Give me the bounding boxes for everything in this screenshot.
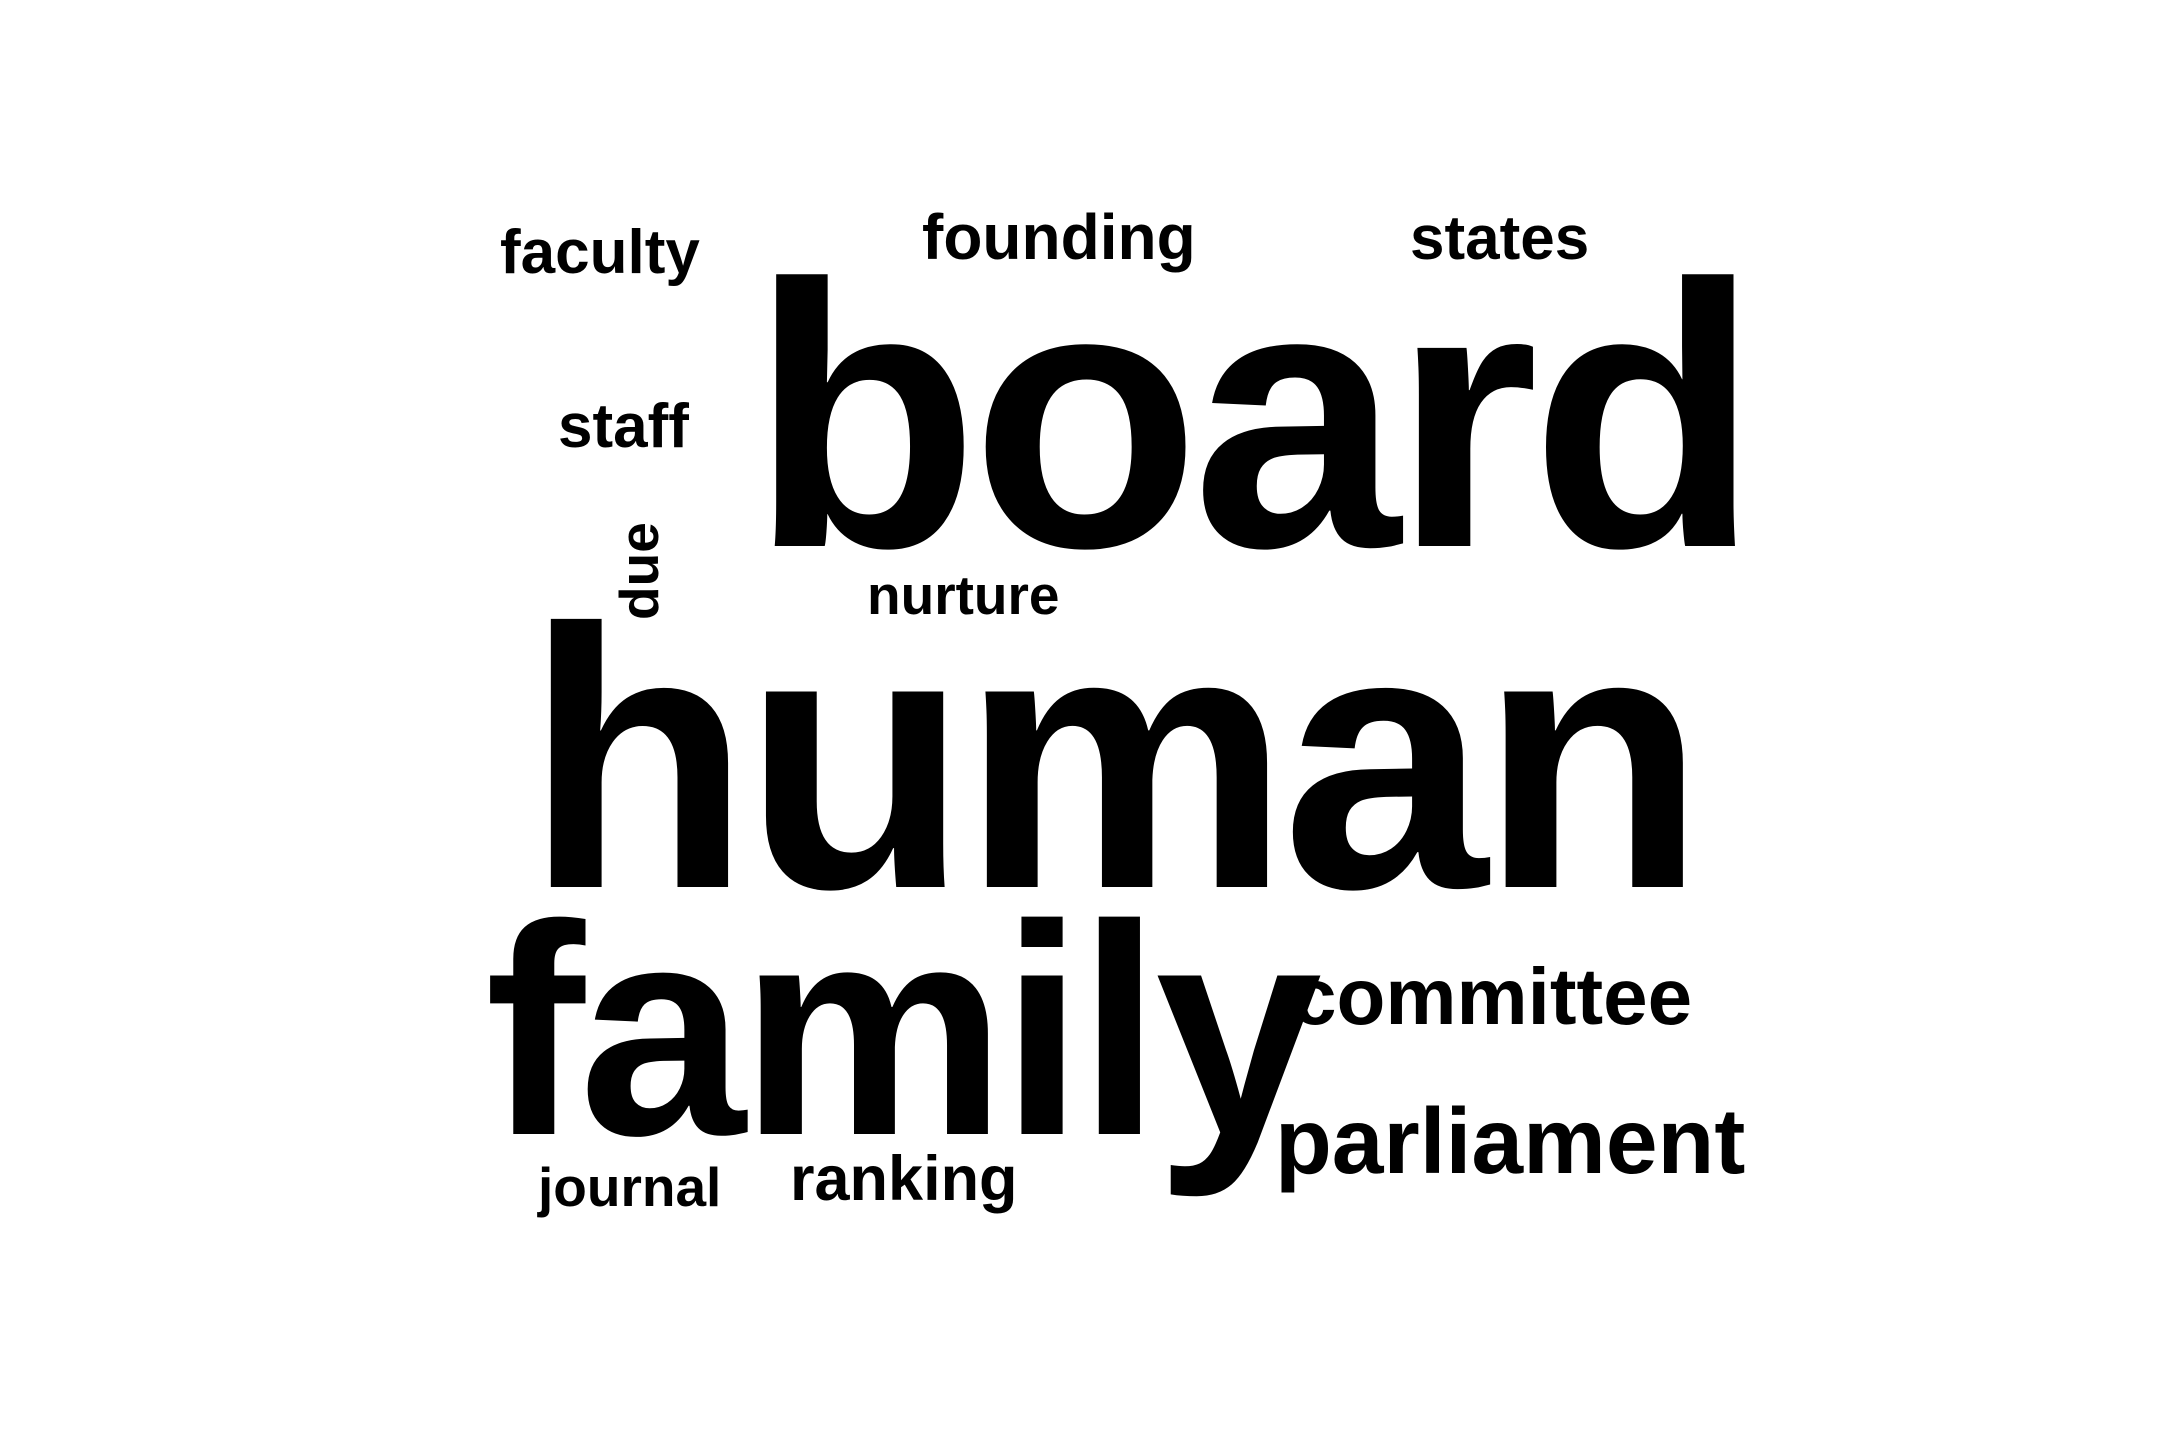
word-journal: journal xyxy=(538,1156,722,1218)
word-parliament: parliament xyxy=(1275,1089,1746,1193)
word-faculty: faculty xyxy=(500,218,700,287)
word-nurture: nurture xyxy=(867,564,1060,626)
word-states: states xyxy=(1410,204,1590,273)
word-staff: staff xyxy=(558,392,689,461)
word-committee: committee xyxy=(1292,952,1693,1041)
word-human: human xyxy=(525,553,1706,966)
word-board: board xyxy=(750,208,1760,626)
word-ranking: ranking xyxy=(790,1144,1018,1214)
word-founding: founding xyxy=(922,201,1196,273)
word-family: family xyxy=(485,862,1322,1198)
word-due: due xyxy=(608,522,670,620)
